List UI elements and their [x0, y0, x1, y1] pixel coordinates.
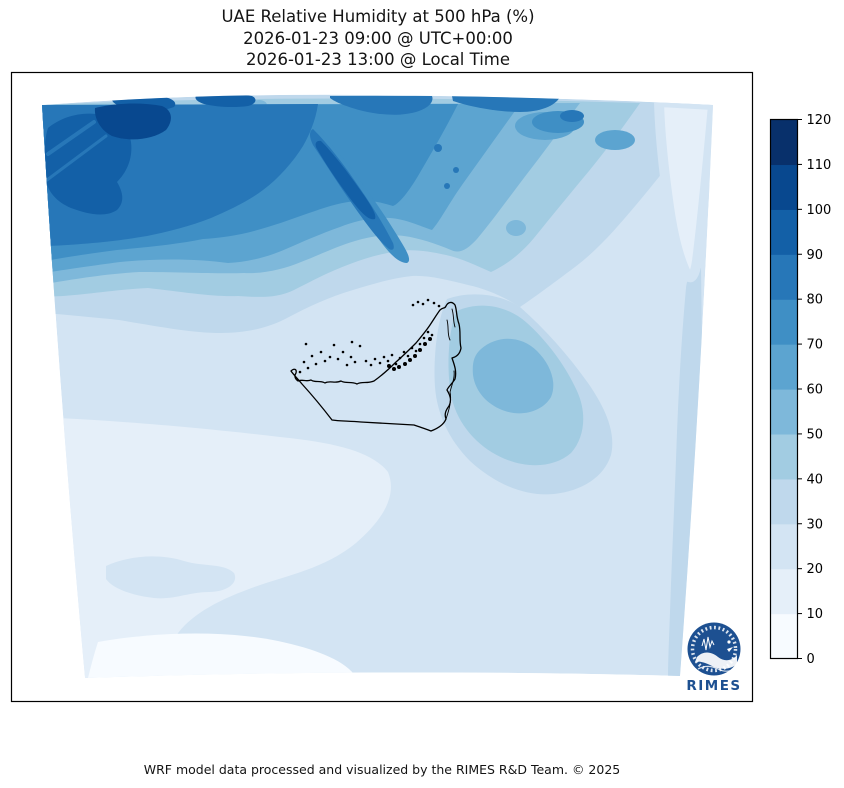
chart-title-block: UAE Relative Humidity at 500 hPa (%) 202… [0, 6, 756, 71]
band-50-60-pendant-core [472, 338, 554, 414]
band-10-20-southwest [57, 418, 391, 678]
uae-coastline-outline [290, 301, 462, 432]
colorbar-tick-label: 0 [807, 652, 815, 667]
map-frame [10, 71, 754, 703]
band-80-90-top-patch [452, 96, 560, 112]
blob-light-streak [45, 134, 108, 182]
band-100-110-core [94, 103, 171, 140]
band-80-90-dots [434, 144, 459, 189]
colorbar-tick-label: 40 [807, 472, 824, 487]
colorbar-tick-label: 100 [807, 203, 832, 218]
band-90-100-top-streak [195, 94, 256, 108]
colorbar-tick-label: 60 [807, 383, 824, 398]
logo-figure-icon [727, 640, 731, 644]
credit-text: WRF model data processed and visualized … [143, 762, 621, 777]
colorbar-tick-label: 80 [807, 293, 824, 308]
logo-flag-icon [727, 647, 733, 652]
colorbar-tick-label: 50 [807, 427, 824, 442]
blob-light-streak [46, 120, 96, 156]
colorbar-swatch [770, 613, 798, 660]
logo-wave [695, 652, 737, 669]
uae-inner-borders [445, 308, 456, 420]
colorbar-tick-label: 30 [807, 517, 824, 532]
band-50-60-spot [506, 220, 526, 236]
logo-rim-text-arc [690, 625, 738, 673]
colorbar-tick-label: 20 [807, 562, 824, 577]
rimes-logo: RIMES [685, 620, 743, 694]
colorbar-swatch [770, 299, 798, 345]
logo-seismogram-icon [701, 636, 715, 651]
colorbar-swatch [770, 344, 798, 390]
band-90-100-blob [44, 113, 132, 215]
chart-title-line3: 2026-01-23 13:00 @ Local Time [245, 50, 511, 69]
colorbar-tick-label: 10 [807, 607, 824, 622]
uae-boundary [290, 301, 462, 432]
colorbar-swatch [770, 164, 798, 210]
colorbar-swatch [770, 478, 798, 525]
band-0-10-minimum [88, 633, 356, 678]
band-90-100-center-streak [315, 140, 376, 220]
logo-wordmark: RIMES [686, 678, 741, 694]
colorbar-swatch [770, 119, 798, 166]
chart-title-line1: UAE Relative Humidity at 500 hPa (%) [221, 7, 535, 26]
colorbar-swatch [770, 523, 798, 570]
colorbar-tick-label: 120 [807, 113, 832, 128]
colorbar-swatch [770, 433, 798, 480]
colorbar: 0 10 20 30 40 50 60 70 80 90 100 110 120 [769, 113, 832, 667]
colorbar-swatch [770, 209, 798, 255]
band-80-90-top-patch [330, 96, 433, 115]
colorbar-swatch [770, 254, 798, 300]
band-80-90-spot [560, 110, 584, 122]
band-50-60-spot [456, 182, 480, 200]
colorbar-tick-label: 70 [807, 338, 824, 353]
band-20-30-island [106, 556, 236, 599]
colorbar-swatch [770, 389, 798, 435]
colorbar-tick-label: 110 [807, 158, 832, 173]
colorbar-tick-label: 90 [807, 248, 824, 263]
colorbar-swatch [770, 568, 798, 615]
contour-field [42, 94, 713, 678]
island-dots [298, 298, 441, 374]
chart-title-line2: 2026-01-23 09:00 @ UTC+00:00 [243, 28, 513, 48]
band-60-70-spot [595, 130, 635, 150]
logo-wave-line [697, 665, 735, 672]
